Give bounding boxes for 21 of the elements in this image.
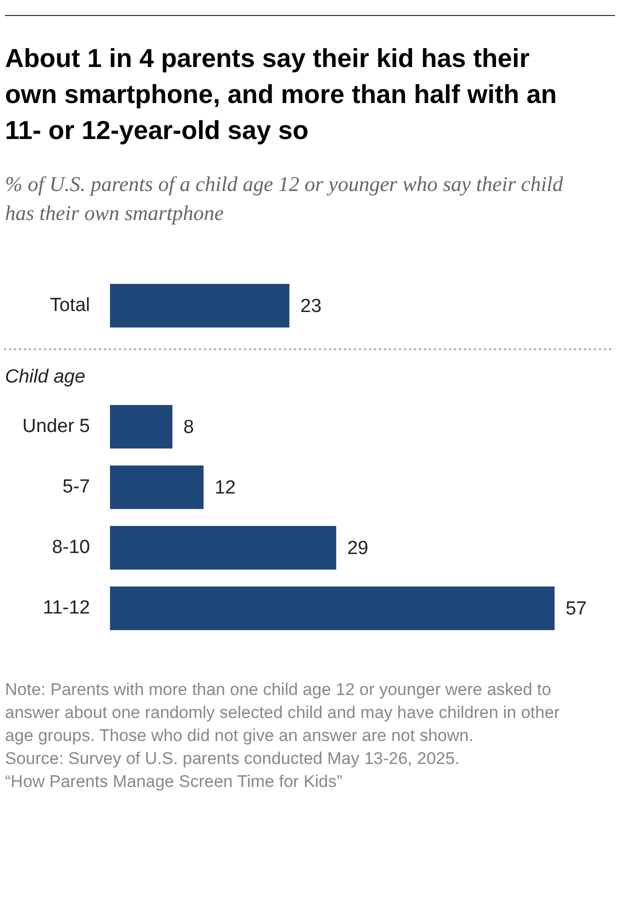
text: “How Parents Manage Screen Time for Kids”: [5, 771, 344, 793]
y-tick-label: Total: [50, 294, 90, 316]
source-note: Source: Survey of U.S. parents conducted May 13-26, 2025.: [5, 748, 461, 770]
data-label: 29: [347, 538, 368, 560]
text: Note: Parents with more than one child age 12 or younger were asked to answer about one randomly selected child and may have children in other age groups. Those who did not give an answer are not shown.: [5, 679, 561, 747]
y-tick-label: 11-12: [42, 598, 90, 619]
bar: [110, 284, 290, 328]
chart-title: About 1 in 4 parents say their kid has their own smartphone, and more than half with an 11- or 12-year-old say so: [5, 42, 558, 147]
data-label: 8: [183, 416, 194, 438]
data-label: 12: [214, 478, 236, 498]
bar: [110, 465, 204, 510]
y-tick-label: 8-10: [52, 537, 90, 558]
y-tick-label: Under 5: [22, 416, 90, 437]
bar: [110, 404, 172, 449]
bar: [110, 586, 555, 630]
bar: [110, 526, 336, 570]
text: Child age: [5, 366, 86, 388]
data-label: 23: [300, 296, 322, 317]
chart-subtitle: % of U.S. parents of a child age 12 or younger who say their child has their own smartphone: [5, 171, 564, 227]
data-label: 57: [566, 598, 587, 620]
y-tick-label: 5-7: [62, 476, 90, 498]
